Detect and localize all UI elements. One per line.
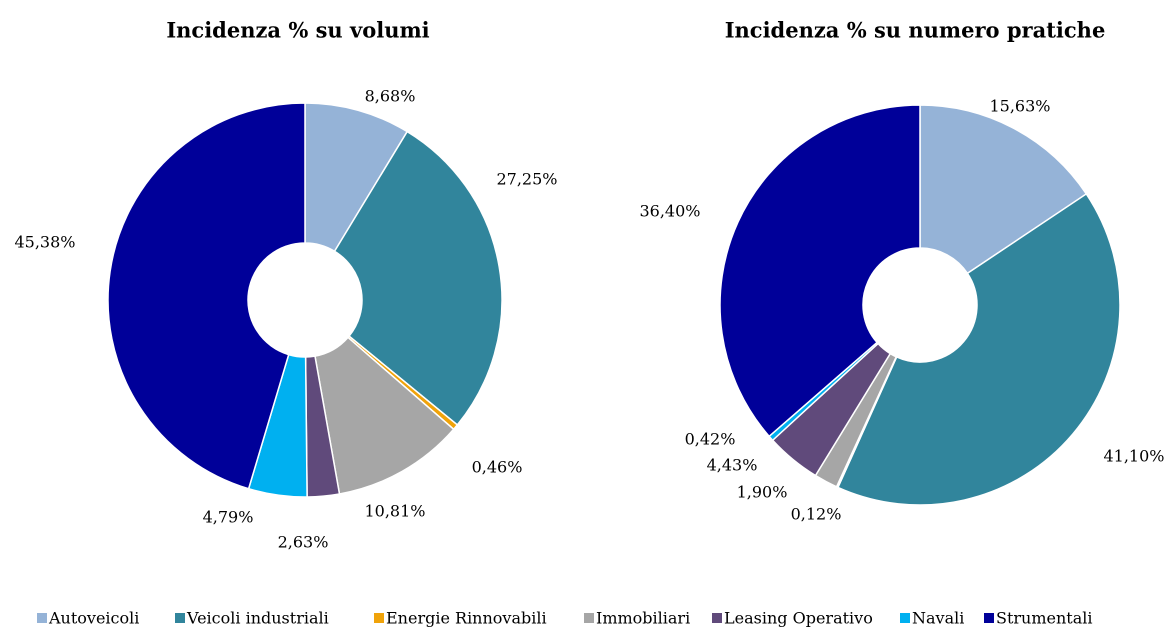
donut-segment [333,130,503,426]
data-label: 1,90% [737,483,788,502]
data-label: 10,81% [364,502,425,521]
legend-label: Veicoli industriali [186,609,329,628]
data-label: 8,68% [365,87,416,106]
data-label: 4,79% [203,508,254,527]
legend-swatch [984,613,994,623]
donut-segment [919,104,1088,275]
donut-segment [314,336,455,495]
legend-label: Immobiliari [596,609,690,628]
data-label: 4,43% [707,456,758,475]
data-label: 45,38% [14,233,75,252]
data-label: 0,46% [472,458,523,477]
data-label: 0,12% [791,505,842,524]
data-label: 36,40% [639,202,700,221]
legend-swatch [374,613,384,623]
legend-label: Navali [912,609,964,628]
legend-swatch [584,613,594,623]
legend-label: Strumentali [996,609,1093,628]
chart-title: Incidenza % su numero pratiche [725,18,1106,43]
legend-swatch [900,613,910,623]
donut-segment [836,192,1121,506]
legend-swatch [175,613,185,623]
legend-swatch [712,613,722,623]
chart-title: Incidenza % su volumi [166,18,429,43]
donut-segment [304,102,409,253]
legend-swatch [37,613,47,623]
donut-segment [107,102,306,490]
data-label: 27,25% [496,170,557,189]
donut-segment [719,104,921,438]
data-label: 15,63% [989,97,1050,116]
legend-label: Leasing Operativo [724,609,873,628]
data-label: 2,63% [278,533,329,552]
data-label: 0,42% [685,430,736,449]
legend-label: Autoveicoli [48,609,139,628]
legend-label: Energie Rinnovabili [386,609,547,628]
data-label: 41,10% [1103,447,1164,466]
